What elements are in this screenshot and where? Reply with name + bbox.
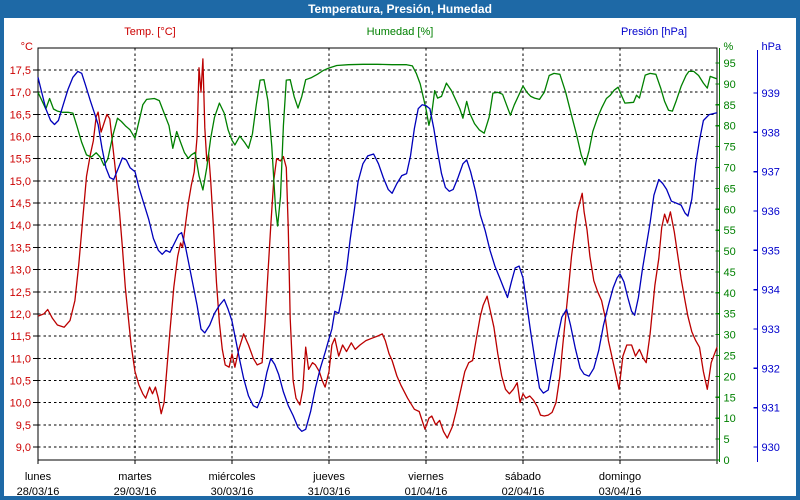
legend-temperature: Temp. [°C]	[124, 26, 176, 38]
day-name-label: domingo	[599, 471, 641, 483]
pressure-tick-label: 932	[762, 363, 780, 375]
day-date-label: 28/03/16	[17, 486, 60, 498]
window-border-left	[0, 0, 4, 500]
temp-tick-label: 17,0	[10, 87, 31, 99]
day-name-label: miércoles	[208, 471, 256, 483]
day-name-label: jueves	[312, 471, 345, 483]
temp-tick-label: 14,0	[10, 220, 31, 232]
day-date-label: 29/03/16	[114, 486, 157, 498]
day-date-label: 03/04/16	[599, 486, 642, 498]
humidity-tick-label: 0	[724, 455, 730, 467]
window-border-right	[796, 0, 800, 500]
temp-tick-label: 12,0	[10, 309, 31, 321]
humidity-tick-label: 5	[724, 434, 730, 446]
pressure-tick-label: 934	[762, 285, 780, 297]
temp-tick-label: 15,0	[10, 176, 31, 188]
pressure-tick-label: 933	[762, 324, 780, 336]
humidity-tick-label: 50	[724, 246, 736, 258]
day-date-label: 02/04/16	[502, 486, 545, 498]
series-humidity	[37, 63, 718, 227]
humidity-tick-label: 65	[724, 183, 736, 195]
temp-tick-label: 12,5	[10, 287, 31, 299]
pressure-tick-label: 936	[762, 206, 780, 218]
day-name-label: lunes	[25, 471, 52, 483]
pressure-tick-label: 935	[762, 245, 780, 257]
humidity-tick-label: 85	[724, 100, 736, 112]
humidity-unit-label: %	[724, 41, 734, 53]
humidity-tick-label: 15	[724, 392, 736, 404]
pressure-tick-label: 930	[762, 442, 780, 454]
day-name-label: sábado	[505, 471, 541, 483]
pressure-tick-label: 931	[762, 403, 780, 415]
humidity-tick-label: 25	[724, 351, 736, 363]
window-border-bottom	[0, 496, 800, 500]
humidity-tick-label: 45	[724, 267, 736, 279]
humidity-tick-label: 20	[724, 371, 736, 383]
temp-tick-label: 13,5	[10, 242, 31, 254]
temp-tick-label: 13,0	[10, 265, 31, 277]
pressure-tick-label: 938	[762, 127, 780, 139]
temp-tick-label: 14,5	[10, 198, 31, 210]
temp-tick-label: 16,5	[10, 109, 31, 121]
temp-tick-label: 11,0	[10, 353, 31, 365]
humidity-tick-label: 55	[724, 225, 736, 237]
temp-unit-label: °C	[21, 41, 33, 53]
day-name-label: viernes	[408, 471, 444, 483]
temp-tick-label: 10,5	[10, 375, 31, 387]
legend-humidity: Humedad [%]	[366, 26, 434, 38]
humidity-tick-label: 95	[724, 58, 736, 70]
day-date-label: 30/03/16	[211, 486, 254, 498]
temp-tick-label: 9,0	[16, 442, 31, 454]
series-temperature	[37, 58, 718, 439]
humidity-tick-label: 70	[724, 162, 736, 174]
temp-tick-label: 15,5	[10, 154, 31, 166]
humidity-tick-label: 80	[724, 121, 736, 133]
temp-tick-label: 9,5	[16, 420, 31, 432]
legend-pressure: Presión [hPa]	[620, 26, 688, 38]
humidity-tick-label: 10	[724, 413, 736, 425]
pressure-unit-label: hPa	[762, 41, 782, 53]
temp-tick-label: 17,5	[10, 65, 31, 77]
humidity-tick-label: 60	[724, 204, 736, 216]
temp-tick-label: 10,0	[10, 398, 31, 410]
humidity-tick-label: 90	[724, 79, 736, 91]
title-bar: Temperatura, Presión, Humedad	[0, 0, 800, 18]
day-date-label: 31/03/16	[308, 486, 351, 498]
window-title: Temperatura, Presión, Humedad	[308, 2, 492, 16]
humidity-tick-label: 40	[724, 288, 736, 300]
humidity-tick-label: 30	[724, 330, 736, 342]
pressure-tick-label: 937	[762, 167, 780, 179]
pressure-tick-label: 939	[762, 88, 780, 100]
day-date-label: 01/04/16	[405, 486, 448, 498]
temp-tick-label: 16,0	[10, 132, 31, 144]
humidity-tick-label: 35	[724, 309, 736, 321]
day-name-label: martes	[118, 471, 152, 483]
series-pressure	[37, 70, 718, 432]
humidity-tick-label: 75	[724, 142, 736, 154]
temp-tick-label: 11,5	[10, 331, 31, 343]
